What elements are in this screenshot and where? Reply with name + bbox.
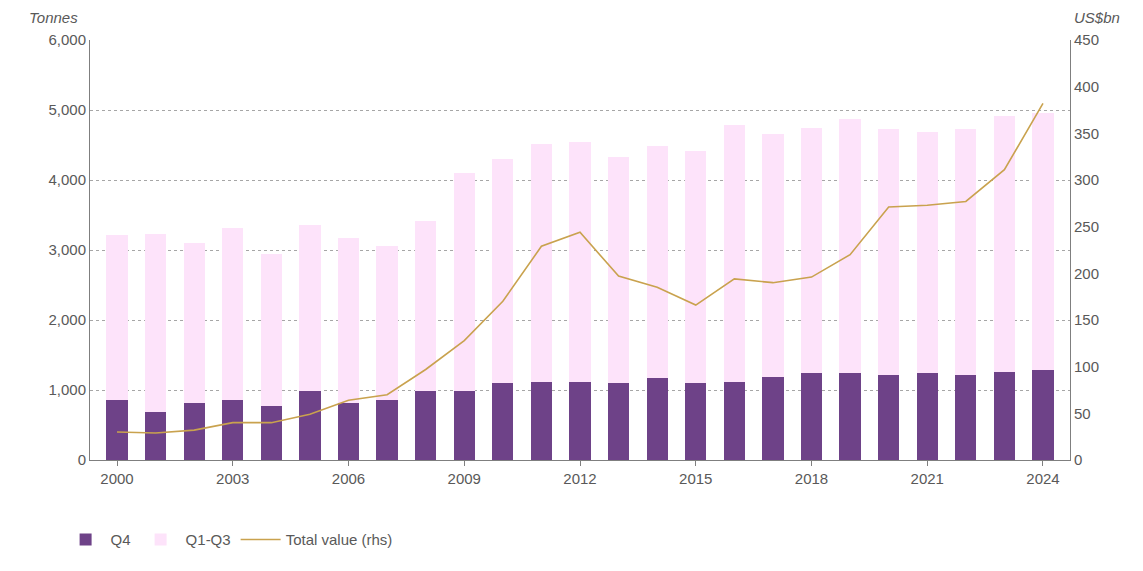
svg-text:0: 0 — [78, 451, 86, 468]
svg-text:50: 50 — [1074, 405, 1091, 422]
svg-text:250: 250 — [1074, 218, 1099, 235]
svg-text:200: 200 — [1074, 265, 1099, 282]
svg-text:2,000: 2,000 — [48, 311, 86, 328]
svg-text:350: 350 — [1074, 125, 1099, 142]
svg-text:100: 100 — [1074, 358, 1099, 375]
svg-text:300: 300 — [1074, 171, 1099, 188]
svg-text:150: 150 — [1074, 311, 1099, 328]
svg-text:2009: 2009 — [448, 470, 481, 487]
svg-text:Q1-Q3: Q1-Q3 — [186, 531, 231, 548]
svg-text:2024: 2024 — [1026, 470, 1059, 487]
svg-text:0: 0 — [1074, 451, 1082, 468]
svg-text:2003: 2003 — [216, 470, 249, 487]
svg-text:US$bn: US$bn — [1074, 9, 1120, 26]
svg-text:400: 400 — [1074, 78, 1099, 95]
svg-text:2000: 2000 — [100, 470, 133, 487]
svg-text:4,000: 4,000 — [48, 171, 86, 188]
svg-text:Tonnes: Tonnes — [29, 9, 78, 26]
svg-text:6,000: 6,000 — [48, 31, 86, 48]
svg-text:2006: 2006 — [332, 470, 365, 487]
svg-text:Q4: Q4 — [111, 531, 131, 548]
svg-text:2018: 2018 — [795, 470, 828, 487]
svg-text:2012: 2012 — [563, 470, 596, 487]
svg-text:Total value (rhs): Total value (rhs) — [286, 531, 393, 548]
svg-text:2015: 2015 — [679, 470, 712, 487]
svg-text:3,000: 3,000 — [48, 241, 86, 258]
svg-text:5,000: 5,000 — [48, 101, 86, 118]
svg-text:2021: 2021 — [911, 470, 944, 487]
svg-text:450: 450 — [1074, 31, 1099, 48]
svg-text:1,000: 1,000 — [48, 381, 86, 398]
